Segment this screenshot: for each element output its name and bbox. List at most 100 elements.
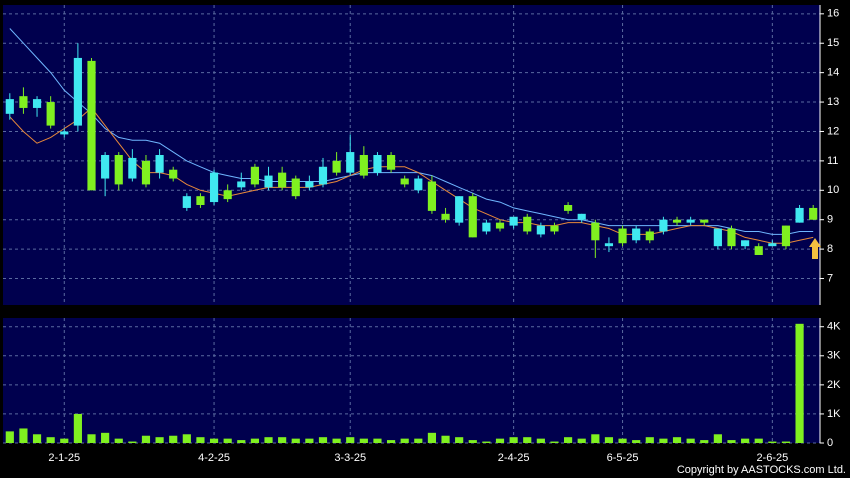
y-tick-label: 4K xyxy=(827,321,841,333)
candle-body xyxy=(713,228,722,247)
volume-bar xyxy=(73,413,82,443)
volume-bar xyxy=(523,437,532,443)
y-tick-label: 3K xyxy=(827,350,841,362)
candle-body xyxy=(373,155,382,173)
candle-body xyxy=(155,155,164,173)
y-tick-label: 2K xyxy=(827,379,841,391)
volume-bar xyxy=(60,438,69,443)
candle-body xyxy=(536,225,545,235)
volume-bar xyxy=(169,435,178,443)
candle-body xyxy=(332,160,341,173)
volume-bar xyxy=(291,438,300,443)
candle-body xyxy=(781,225,791,247)
volume-bar xyxy=(114,438,123,443)
volume-bar xyxy=(604,437,614,443)
candle-body xyxy=(645,231,654,241)
volume-bar xyxy=(632,440,641,443)
volume-bar xyxy=(223,438,232,443)
y-tick-label: 11 xyxy=(827,155,838,167)
candle-body xyxy=(468,196,477,238)
candle-body xyxy=(672,219,682,223)
volume-bar xyxy=(386,440,396,443)
candle-body xyxy=(60,131,69,135)
y-tick-label: 14 xyxy=(827,67,839,79)
y-tick-label: 16 xyxy=(827,8,839,20)
volume-bar xyxy=(618,438,627,443)
x-tick-label: 2-4-25 xyxy=(498,452,530,464)
candle-body xyxy=(264,175,273,188)
candle-body xyxy=(618,228,627,244)
candle-body xyxy=(495,222,505,229)
candle-body xyxy=(400,178,409,185)
copyright: Copyright by AASTOCKS.com Ltd. xyxy=(677,464,846,476)
volume-bar xyxy=(591,434,600,443)
volume-bar xyxy=(645,437,654,443)
candle-body xyxy=(741,240,750,247)
volume-bar xyxy=(509,437,518,443)
volume-bar xyxy=(237,440,246,443)
volume-bar xyxy=(400,438,409,443)
volume-bar xyxy=(19,428,28,443)
x-tick-label: 2-6-25 xyxy=(756,452,788,464)
candle-body xyxy=(278,172,287,188)
volume-bar xyxy=(468,440,477,443)
volume-bar xyxy=(101,432,110,443)
x-tick-label: 4-2-25 xyxy=(198,452,230,464)
y-tick-label: 12 xyxy=(827,125,839,137)
volume-bar xyxy=(32,434,42,443)
candle-body xyxy=(564,205,573,211)
y-tick-label: 1K xyxy=(827,408,841,420)
candle-body xyxy=(659,219,668,232)
y-tick-label: 15 xyxy=(827,37,839,49)
candle-body xyxy=(209,172,219,203)
volume-bar xyxy=(250,438,259,443)
candle-body xyxy=(128,157,137,179)
candle-body xyxy=(318,166,328,185)
volume-bar xyxy=(577,438,586,443)
volume-bar xyxy=(700,440,709,443)
volume-bar xyxy=(141,435,151,443)
x-tick-label: 2-1-25 xyxy=(48,452,80,464)
volume-bar xyxy=(713,434,722,443)
candle-body xyxy=(809,207,818,220)
candle-body xyxy=(427,181,437,211)
volume-bar xyxy=(182,434,191,443)
candle-body xyxy=(346,152,355,173)
volume-bar xyxy=(741,438,750,443)
candle-body xyxy=(754,246,763,255)
y-tick-label: 0 xyxy=(827,437,833,449)
volume-bar xyxy=(495,438,505,443)
candle-body xyxy=(414,178,423,191)
candle-body xyxy=(141,160,151,185)
candle-body xyxy=(87,60,96,191)
volume-bar xyxy=(536,438,545,443)
volume-bar xyxy=(318,437,328,443)
candle-body xyxy=(441,213,450,220)
candle-body xyxy=(114,155,123,185)
candle-body xyxy=(768,243,777,247)
volume-bar xyxy=(209,438,219,443)
plot-area xyxy=(3,318,820,443)
candle-body xyxy=(305,181,314,188)
candle-body xyxy=(700,219,709,223)
candle-body xyxy=(182,196,191,208)
volume-bar xyxy=(441,435,450,443)
volume-bar xyxy=(564,437,573,443)
volume-bar xyxy=(455,437,464,443)
volume-bar xyxy=(373,438,382,443)
plot-area xyxy=(3,5,820,305)
latest-arrow xyxy=(809,238,821,259)
volume-bar xyxy=(264,437,273,443)
y-tick-label: 10 xyxy=(827,184,839,196)
volume-bar xyxy=(46,437,55,443)
candle-body xyxy=(250,166,259,185)
candle-body xyxy=(169,169,178,179)
volume-bar xyxy=(155,437,164,443)
candle-body xyxy=(482,222,491,232)
candle-body xyxy=(591,222,600,241)
y-tick-label: 13 xyxy=(827,96,839,108)
candle-body xyxy=(523,216,532,232)
candle-body xyxy=(73,57,82,126)
